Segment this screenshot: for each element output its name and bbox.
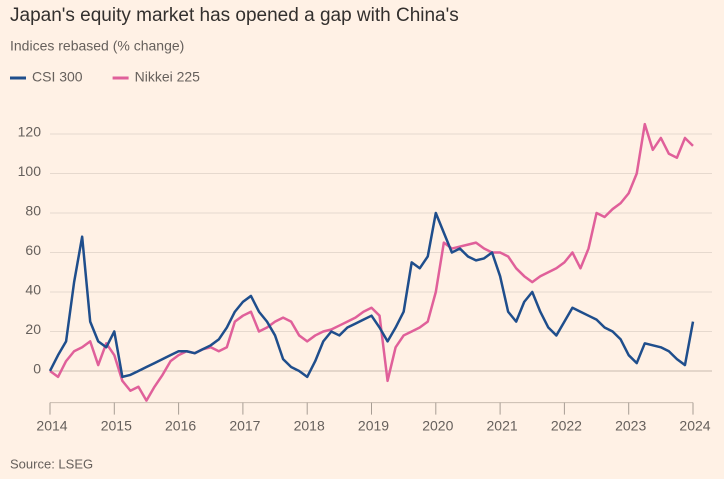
y-tick-label: 0 <box>33 361 41 377</box>
x-tick-label: 2014 <box>36 417 67 433</box>
x-tick-label: 2022 <box>551 417 582 433</box>
chart-subtitle: Indices rebased (% change) <box>10 38 184 54</box>
y-tick-label: 120 <box>18 124 42 140</box>
source: Source: LSEG <box>10 456 93 471</box>
x-tick-label: 2015 <box>101 417 132 433</box>
legend-label: Nikkei 225 <box>135 69 201 85</box>
y-tick-label: 20 <box>25 321 41 337</box>
y-tick-label: 100 <box>18 163 42 179</box>
x-tick-label: 2021 <box>487 417 518 433</box>
legend-label: CSI 300 <box>32 69 83 85</box>
x-tick-label: 2016 <box>165 417 196 433</box>
y-tick-label: 60 <box>25 242 41 258</box>
x-tick-label: 2023 <box>615 417 646 433</box>
series-line <box>48 211 695 379</box>
x-tick-label: 2017 <box>229 417 260 433</box>
chart-title: Japan's equity market has opened a gap w… <box>10 5 459 26</box>
series-line <box>49 122 694 402</box>
x-tick-label: 2020 <box>422 417 453 433</box>
x-tick-label: 2018 <box>294 417 325 433</box>
y-tick-label: 80 <box>25 203 41 219</box>
x-tick-label: 2024 <box>679 417 710 433</box>
x-tick-label: 2019 <box>358 417 389 433</box>
y-tick-label: 40 <box>25 282 41 298</box>
